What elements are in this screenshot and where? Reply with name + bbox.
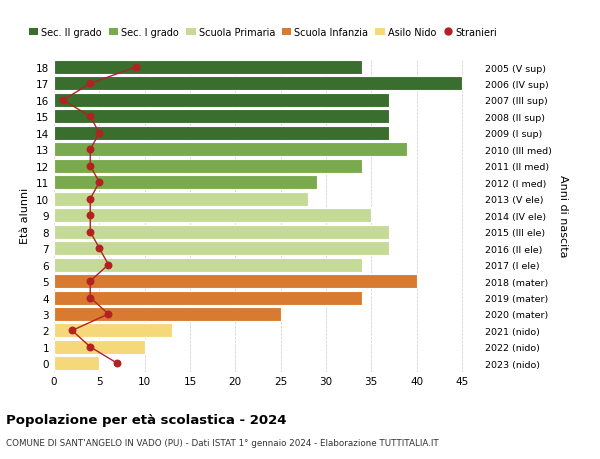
Point [85,278,95,285]
Bar [54,127,389,140]
Bar [54,159,362,174]
Bar [54,176,317,190]
Point [58,97,68,104]
Point [113,360,122,367]
Bar [54,94,389,108]
Y-axis label: Anni di nascita: Anni di nascita [559,174,568,257]
Point [104,261,113,269]
Point [85,294,95,302]
Bar [54,192,308,206]
Point [67,327,77,335]
Legend: Sec. II grado, Sec. I grado, Scuola Primaria, Scuola Infanzia, Asilo Nido, Stran: Sec. II grado, Sec. I grado, Scuola Prim… [25,24,501,42]
Point [95,245,104,252]
Bar [54,77,462,91]
Bar [54,143,407,157]
Point [85,212,95,219]
Bar [54,110,389,124]
Point [131,64,140,72]
Point [85,229,95,236]
Bar [54,241,389,256]
Text: Popolazione per età scolastica - 2024: Popolazione per età scolastica - 2024 [6,413,287,426]
Text: COMUNE DI SANT'ANGELO IN VADO (PU) - Dati ISTAT 1° gennaio 2024 - Elaborazione T: COMUNE DI SANT'ANGELO IN VADO (PU) - Dat… [6,438,439,448]
Point [85,146,95,154]
Y-axis label: Età alunni: Età alunni [20,188,31,244]
Bar [54,61,362,75]
Bar [54,340,145,354]
Point [85,113,95,121]
Point [85,163,95,170]
Point [85,343,95,351]
Bar [54,258,362,272]
Bar [54,357,100,370]
Bar [54,225,389,239]
Point [85,81,95,88]
Bar [54,209,371,223]
Point [95,130,104,137]
Point [104,311,113,318]
Bar [54,324,172,338]
Bar [54,291,362,305]
Bar [54,308,281,321]
Point [95,179,104,186]
Point [85,196,95,203]
Bar [54,274,416,288]
